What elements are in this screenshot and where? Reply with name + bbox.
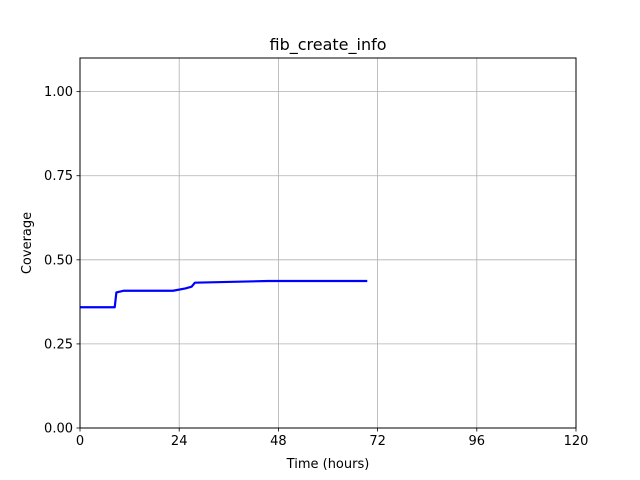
y-tick-label: 0.75 [44,169,73,184]
plot-area [80,279,368,309]
y-tick-label: 0.00 [44,422,73,437]
x-tick-label: 96 [469,434,486,449]
y-tick-label: 0.25 [44,337,73,352]
x-tick-label: 72 [369,434,386,449]
axis-ticks: 0 24 48 72 96 120 0.00 0.25 0.50 0.75 1.00 [44,85,588,449]
x-axis-label: Time (hours) [286,457,370,472]
x-tick-label: 48 [270,434,287,449]
y-tick-label: 1.00 [44,85,73,100]
x-tick-label: 120 [564,434,589,449]
plot-frame [79,57,577,429]
y-tick-label: 0.50 [44,253,73,268]
chart-title: fib_create_info [269,35,386,55]
coverage-series-line [80,279,368,309]
x-tick-label: 0 [76,434,84,449]
y-axis-label: Coverage [20,212,35,274]
x-tick-label: 24 [171,434,188,449]
